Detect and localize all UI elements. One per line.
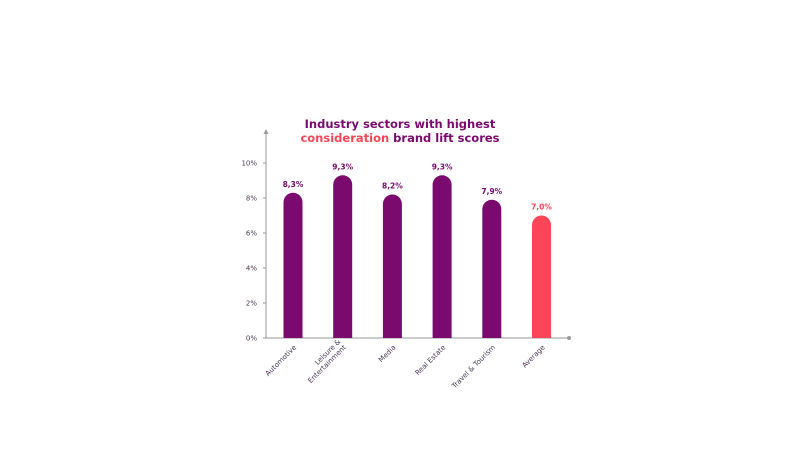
chart-title-line2: consideration brand lift scores: [0, 131, 800, 145]
x-axis-end-dot: [567, 336, 571, 340]
x-category-label: Travel & Tourism: [450, 343, 497, 390]
chart-title-line1: Industry sectors with highest: [0, 117, 800, 131]
x-category-label-line: Travel & Tourism: [450, 343, 497, 390]
chart-title-rest: brand lift scores: [389, 131, 500, 145]
x-category-label-line: Automotive: [264, 344, 298, 378]
x-category-label: Average: [521, 344, 547, 370]
y-tick-label: 2%: [246, 300, 257, 308]
x-category-label: Media: [377, 344, 398, 365]
bar: [432, 175, 452, 338]
x-category-label-line: Media: [377, 344, 398, 365]
x-category-label: Real Estate: [414, 344, 448, 378]
bar: [382, 194, 402, 338]
bar: [482, 199, 502, 338]
y-tick-label: 4%: [246, 265, 257, 273]
data-label: 9,3%: [432, 162, 453, 171]
data-label: 9,3%: [332, 162, 353, 171]
chart-title-accent: consideration: [300, 131, 390, 145]
data-label: 7,0%: [531, 203, 552, 212]
y-axis-arrow: [263, 129, 269, 134]
bar: [532, 215, 551, 338]
bar: [283, 192, 303, 338]
y-tick-label: 10%: [241, 160, 257, 168]
bar: [333, 175, 353, 338]
y-tick-label: 8%: [246, 195, 257, 203]
data-label: 7,9%: [481, 187, 502, 196]
x-category-label: Leisure &Entertainment: [301, 337, 348, 384]
y-tick-label: 0%: [246, 335, 257, 343]
y-tick-label: 6%: [246, 230, 257, 238]
chart-title-text: Industry sectors with highest: [304, 117, 496, 131]
data-label: 8,3%: [283, 180, 304, 189]
data-label: 8,2%: [382, 182, 403, 191]
x-category-label: Automotive: [264, 344, 298, 378]
x-category-label-line: Real Estate: [414, 344, 448, 378]
x-category-label-line: Average: [521, 344, 547, 370]
